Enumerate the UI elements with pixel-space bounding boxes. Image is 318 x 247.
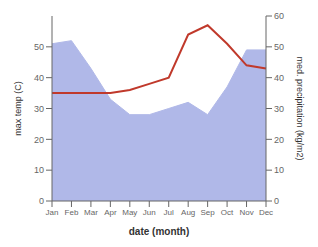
svg-text:Jun: Jun: [143, 208, 156, 217]
svg-text:Aug: Aug: [181, 208, 195, 217]
svg-text:10: 10: [274, 165, 284, 175]
svg-text:50: 50: [274, 42, 284, 52]
svg-text:Dec: Dec: [259, 208, 273, 217]
svg-text:0: 0: [274, 196, 279, 206]
svg-text:20: 20: [274, 135, 284, 145]
svg-text:Nov: Nov: [239, 208, 253, 217]
svg-text:60: 60: [274, 11, 284, 21]
svg-text:50: 50: [34, 42, 44, 52]
svg-text:Feb: Feb: [65, 208, 79, 217]
svg-text:Apr: Apr: [104, 208, 117, 217]
svg-text:0: 0: [39, 196, 44, 206]
svg-text:med. precipitation (kg/m2): med. precipitation (kg/m2): [295, 56, 305, 160]
svg-text:Mar: Mar: [84, 208, 98, 217]
svg-text:30: 30: [34, 104, 44, 114]
svg-text:10: 10: [34, 165, 44, 175]
svg-text:Jul: Jul: [164, 208, 174, 217]
svg-text:30: 30: [274, 104, 284, 114]
svg-text:Sep: Sep: [201, 208, 216, 217]
svg-text:40: 40: [34, 73, 44, 83]
svg-text:date (month): date (month): [129, 226, 190, 237]
svg-text:40: 40: [274, 73, 284, 83]
svg-text:Jan: Jan: [46, 208, 59, 217]
svg-text:max temp (C): max temp (C): [13, 81, 23, 136]
svg-text:Oct: Oct: [221, 208, 234, 217]
svg-text:May: May: [122, 208, 137, 217]
svg-text:20: 20: [34, 135, 44, 145]
